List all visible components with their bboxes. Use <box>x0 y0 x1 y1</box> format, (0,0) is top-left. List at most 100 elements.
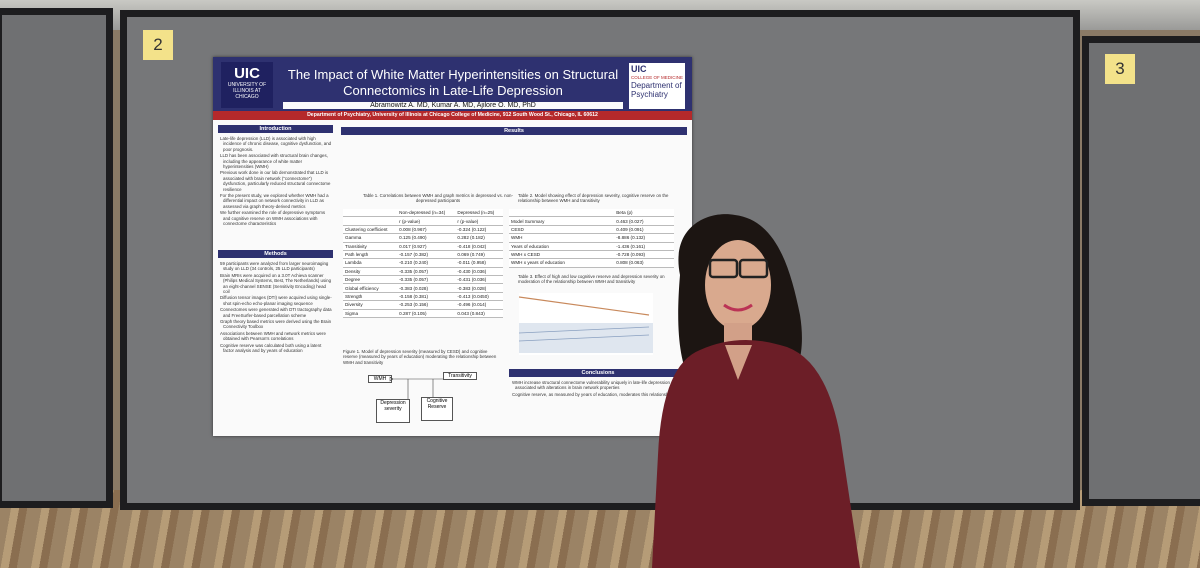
table-row: Gamma 0.125 (0.490) 0.282 (0.182) <box>343 233 503 243</box>
table-cell: WMH <box>509 233 615 243</box>
table-row: Transitivity 0.017 (0.927) -0.418 (0.042) <box>343 242 503 251</box>
table-cell: -0.158 (0.381) <box>397 292 456 302</box>
logo-text: UIC <box>631 64 647 74</box>
table-row: Global efficiency -0.383 (0.028) -0.383 (0… <box>343 283 503 293</box>
section-header: Introduction <box>218 125 333 133</box>
booth-number: 3 <box>1105 54 1135 84</box>
table-cell: 0.008 (0.967) <box>397 225 456 235</box>
table-header: Beta (p) <box>614 209 674 218</box>
logo-text: UIC <box>234 65 260 82</box>
bullet: Brain MRIs were acquired on a 3.0T Achie… <box>220 272 332 295</box>
person <box>652 214 860 568</box>
table3: Beta (p) Model Summary 0.463 (0.027) CESD 0.… <box>509 209 674 268</box>
table-group: Non-depressed (n=34) <box>397 209 456 218</box>
diagram-node: Depression severity <box>376 399 410 423</box>
table-cell: Degree <box>343 275 398 285</box>
table-cell: -0.496 (0.014) <box>455 300 503 310</box>
table-row: Density -0.335 (0.057) -0.430 (0.036) <box>343 267 503 277</box>
table-cell: WMH x CESD <box>509 250 615 260</box>
table-row: Beta (p) <box>509 209 674 218</box>
table-cell: -0.253 (0.156) <box>397 300 456 310</box>
table-cell: -0.011 (0.958) <box>455 258 503 268</box>
section-header: Conclusions <box>509 369 687 377</box>
bullet: Cognitive reserve, as measured by years … <box>512 391 672 397</box>
diagram-node: Cognitive Reserve <box>421 397 453 421</box>
table-cell: -8.886 (0.132) <box>614 233 674 243</box>
caption: Table 3. Effect of high and low cognitiv… <box>518 274 665 285</box>
table-cell <box>343 209 398 218</box>
table-cell: Clustering coefficient <box>343 225 398 235</box>
bullet: Previous work done in our lab demonstrat… <box>220 170 331 192</box>
table-row: WMH -8.886 (0.132) <box>509 233 674 243</box>
table-row: CESD 0.409 (0.091) <box>509 225 674 235</box>
table-row: r (p-value) r (p-value) <box>343 216 503 226</box>
bullet: We further examined the role of depressi… <box>220 210 326 227</box>
bullet: Cognitive reserve was calculated both us… <box>220 342 322 354</box>
caption: Table 2. Model showing effect of depress… <box>518 193 669 204</box>
left-board <box>0 8 113 508</box>
bullet: For the present study, we explored wheth… <box>220 193 329 209</box>
intro-list: Late-life depression (LLD) is associated… <box>219 136 332 228</box>
poster-title: The Impact of White Matter Hyperintensit… <box>287 67 619 98</box>
table-row: Clustering coefficient 0.008 (0.967) -0.32… <box>343 225 503 235</box>
table-cell: Path length <box>343 250 398 260</box>
table-cell: 0.808 (0.063) <box>614 258 674 268</box>
conclusions-list: WMH increase structural connectome vulne… <box>511 380 686 398</box>
right-board <box>1082 36 1200 506</box>
table-cell: -0.413 (0.0450) <box>455 292 503 302</box>
table-cell <box>343 216 398 226</box>
methods-list: 59 participants were analyzed from large… <box>219 261 332 355</box>
section-header: Results <box>341 127 687 135</box>
logo-sub: COLLEGE OF MEDICINE <box>631 75 684 80</box>
table-cell: -0.728 (0.093) <box>614 250 674 260</box>
table-cell: -0.324 (0.122) <box>455 225 503 235</box>
table-cell: Strength <box>343 292 398 302</box>
table-cell: Global efficiency <box>343 283 398 293</box>
table-cell: Diversity <box>343 300 398 310</box>
table-cell: 0.017 (0.927) <box>397 242 456 251</box>
bullet: Diffusion tensor images (DTI) were acqui… <box>220 295 332 306</box>
logo-dept: Department of Psychiatry <box>631 81 682 99</box>
table-cell: WMH x years of education <box>509 258 615 268</box>
logo-left: UIC UNIVERSITY OF ILLINOIS AT CHICAGO <box>221 62 273 108</box>
booth-number: 2 <box>143 30 173 60</box>
table-row: Lambda -0.210 (0.240) -0.011 (0.958) <box>343 258 503 268</box>
table-cell: 0.069 (0.749) <box>455 250 503 260</box>
table-cell: -0.335 (0.057) <box>397 275 456 285</box>
table-row: Path length -0.157 (0.382) 0.069 (0.749) <box>343 250 503 260</box>
table-cell: -1.436 (0.161) <box>614 242 674 251</box>
table-cell: 0.125 (0.490) <box>397 233 456 243</box>
table-row: Non-depressed (n=34) Depressed (n=25) <box>343 209 503 218</box>
table-row: WMH x CESD -0.728 (0.093) <box>509 250 674 260</box>
table-cell: -0.210 (0.240) <box>397 258 456 268</box>
table-row: Diversity -0.253 (0.156) -0.496 (0.014) <box>343 300 503 310</box>
bullet: Associations between WMH and network met… <box>220 330 326 342</box>
table-cell: 0.463 (0.027) <box>614 216 674 226</box>
table-cell: 0.282 (0.182) <box>455 233 503 243</box>
logo-right: UIC COLLEGE OF MEDICINE Department of Ps… <box>629 63 685 109</box>
table-cell: -0.430 (0.036) <box>455 267 503 277</box>
affiliation: Department of Psychiatry, University of … <box>213 111 692 120</box>
table-cell: -0.157 (0.382) <box>397 250 456 260</box>
table-cell: 0.409 (0.091) <box>614 225 674 235</box>
table-cell: -0.383 (0.028) <box>455 283 503 293</box>
bullet: LLD has been associated with structural … <box>220 153 328 170</box>
section-header: Methods <box>218 250 333 258</box>
table-cell: -0.431 (0.036) <box>455 275 503 285</box>
table-cell: -0.383 (0.028) <box>397 283 456 293</box>
caption: Table 1. Correlations between WMH and gr… <box>363 193 513 204</box>
table-cell: 0.043 (0.843) <box>455 309 503 318</box>
table-row: Years of education -1.436 (0.161) <box>509 242 674 251</box>
caption: Figure 1. Model of depression severity (… <box>343 349 497 365</box>
bullet: WMH increase structural connectome vulne… <box>512 380 687 391</box>
moderation-plot <box>519 293 653 355</box>
table-cell: Gamma <box>343 233 398 243</box>
table-cell: Model Summary <box>509 216 615 226</box>
table-cell: CESD <box>509 225 615 235</box>
table-cell: Transitivity <box>343 242 398 251</box>
table-group: Depressed (n=25) <box>455 209 503 218</box>
table-row: WMH x years of education 0.808 (0.063) <box>509 258 674 268</box>
table-cell: 0.287 (0.105) <box>397 309 456 318</box>
table-cell: Years of education <box>509 242 615 251</box>
